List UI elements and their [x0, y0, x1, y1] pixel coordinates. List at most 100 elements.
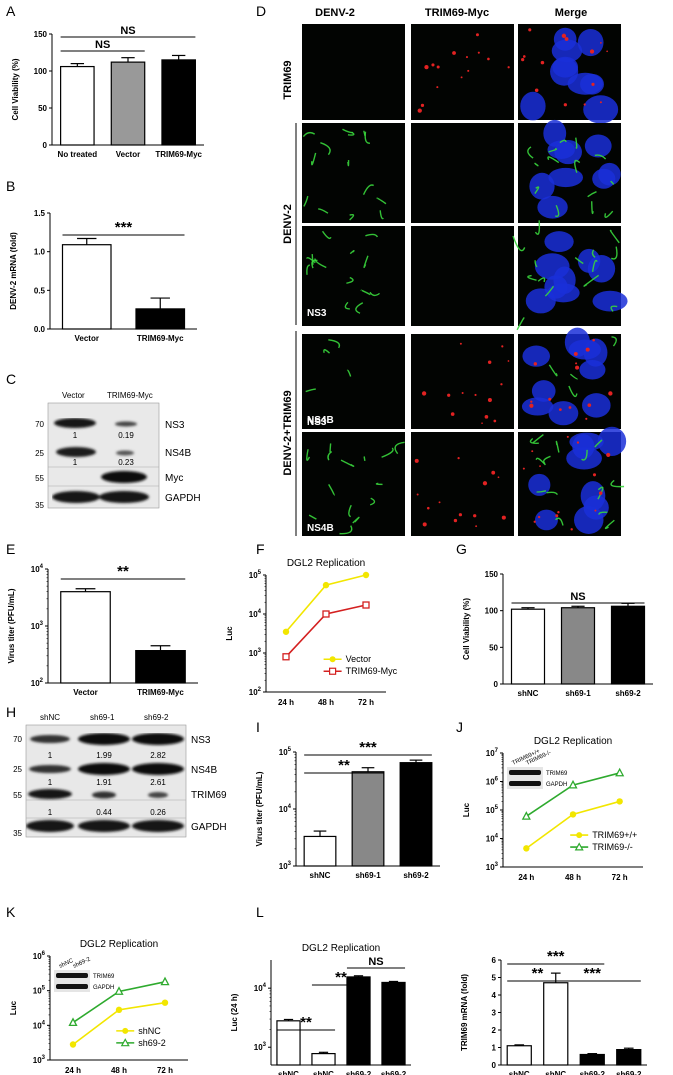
- red-puncta: [548, 397, 552, 401]
- y-tick-label: 2: [492, 1026, 497, 1035]
- red-puncta: [501, 515, 506, 520]
- green-stain: [329, 443, 332, 453]
- inset-row-label: GAPDH: [93, 985, 114, 991]
- blot-h-row-ns4b: NS4B: [191, 765, 217, 776]
- blot-c-band: [56, 447, 96, 457]
- red-puncta: [414, 458, 419, 463]
- y-tick-label: 106: [33, 951, 46, 961]
- legend-marker: [576, 832, 583, 839]
- chart-title: DGL2 Replication: [80, 939, 158, 950]
- significance-label: ***: [547, 948, 565, 965]
- legend-marker: [574, 842, 584, 851]
- y-tick-label: 1.5: [34, 209, 46, 218]
- y-tick-label: 102: [31, 678, 44, 688]
- green-stain: [320, 142, 331, 156]
- green-stain: [532, 434, 544, 444]
- red-puncta: [540, 60, 545, 65]
- green-stain: [348, 504, 352, 518]
- x-tick-label: sh69-2: [381, 1070, 407, 1075]
- blot-h-band: [29, 765, 71, 773]
- microscopy-tile: [302, 334, 405, 429]
- blot-c-quant: 0.19: [118, 431, 134, 440]
- green-stain: [535, 457, 546, 466]
- bar: [616, 1048, 642, 1066]
- significance-label: ***: [359, 739, 377, 756]
- nucleus-blob: [584, 134, 612, 158]
- red-puncta: [417, 108, 422, 113]
- microscopy-tile: [411, 432, 514, 536]
- x-tick-label: shNC: [310, 871, 331, 880]
- red-puncta: [420, 103, 425, 107]
- blot-h-band: [148, 792, 168, 798]
- y-tick-label: 104: [33, 1020, 46, 1030]
- nucleus-blob: [566, 447, 602, 470]
- red-puncta: [566, 435, 569, 438]
- y-tick-label: 0: [492, 1061, 497, 1070]
- bar: [560, 607, 596, 685]
- y-tick-label: 1.0: [34, 248, 46, 257]
- red-puncta: [461, 392, 464, 395]
- nucleus-blob: [544, 231, 574, 253]
- red-puncta: [467, 69, 470, 72]
- panel-letter-h: H: [6, 704, 16, 720]
- chart-f-dgl2-replication: 102 103 104 105 Luc DGL2 Replication 24 h 48 h 7…: [225, 558, 398, 707]
- inset-row-label: GAPDH: [546, 782, 567, 788]
- green-stain: [347, 160, 350, 167]
- red-puncta: [507, 360, 510, 362]
- x-tick-label: shNC: [313, 1070, 334, 1075]
- green-stain: [610, 305, 618, 312]
- red-puncta: [422, 522, 427, 527]
- red-puncta: [564, 37, 569, 41]
- legend-marker: [329, 667, 337, 675]
- bar: [579, 1053, 605, 1066]
- bar: [506, 1045, 532, 1066]
- blot-h-quant: 1: [48, 808, 53, 817]
- y-tick-label: 105: [486, 805, 499, 815]
- y-tick-label: 4: [492, 991, 497, 1000]
- microscopy-tile: [411, 24, 514, 120]
- red-puncta: [591, 82, 595, 86]
- y-tick-label: 103: [33, 1055, 46, 1065]
- red-puncta: [487, 57, 490, 61]
- inset-row-label: TRIM69: [93, 974, 115, 980]
- y-tick-label: 103: [31, 621, 44, 631]
- y-axis-label: Luc (24 h): [230, 993, 239, 1031]
- red-puncta: [522, 55, 526, 58]
- y-tick-label: 104: [486, 834, 499, 844]
- green-stain: [346, 369, 352, 377]
- x-tick-label: shNC: [278, 1070, 299, 1075]
- y-tick-label: 0: [494, 680, 499, 689]
- red-puncta: [474, 393, 477, 397]
- significance-label: ***: [115, 219, 133, 236]
- green-stain: [512, 235, 526, 252]
- tile-label-ns3: NS3: [307, 308, 327, 319]
- red-puncta: [539, 465, 541, 467]
- y-tick-label: 0.5: [34, 286, 46, 295]
- green-stain: [591, 249, 596, 258]
- red-puncta: [537, 515, 541, 519]
- green-stain: [318, 208, 329, 214]
- y-tick-label: 105: [249, 570, 262, 580]
- red-puncta: [452, 51, 456, 55]
- y-tick-label: 50: [489, 643, 498, 652]
- y-tick-label: 150: [485, 570, 499, 579]
- red-puncta: [475, 33, 479, 37]
- green-stain: [527, 274, 537, 281]
- green-stain: [611, 336, 617, 347]
- bar: [399, 762, 433, 867]
- red-puncta: [521, 58, 525, 62]
- y-axis-label: Cell Viability (%): [462, 598, 471, 660]
- green-stain: [303, 195, 309, 207]
- blot-h-lane: sh69-2: [144, 713, 169, 722]
- red-puncta: [598, 491, 603, 495]
- green-stain: [339, 525, 353, 535]
- nucleus-blob: [548, 167, 583, 188]
- x-tick-label: sh69-2: [403, 871, 429, 880]
- data-point: [282, 628, 290, 635]
- nucleus-blob: [587, 255, 616, 283]
- red-puncta: [529, 403, 534, 408]
- blot-c-quant: 1: [73, 458, 78, 467]
- nucleus-blob: [579, 359, 606, 380]
